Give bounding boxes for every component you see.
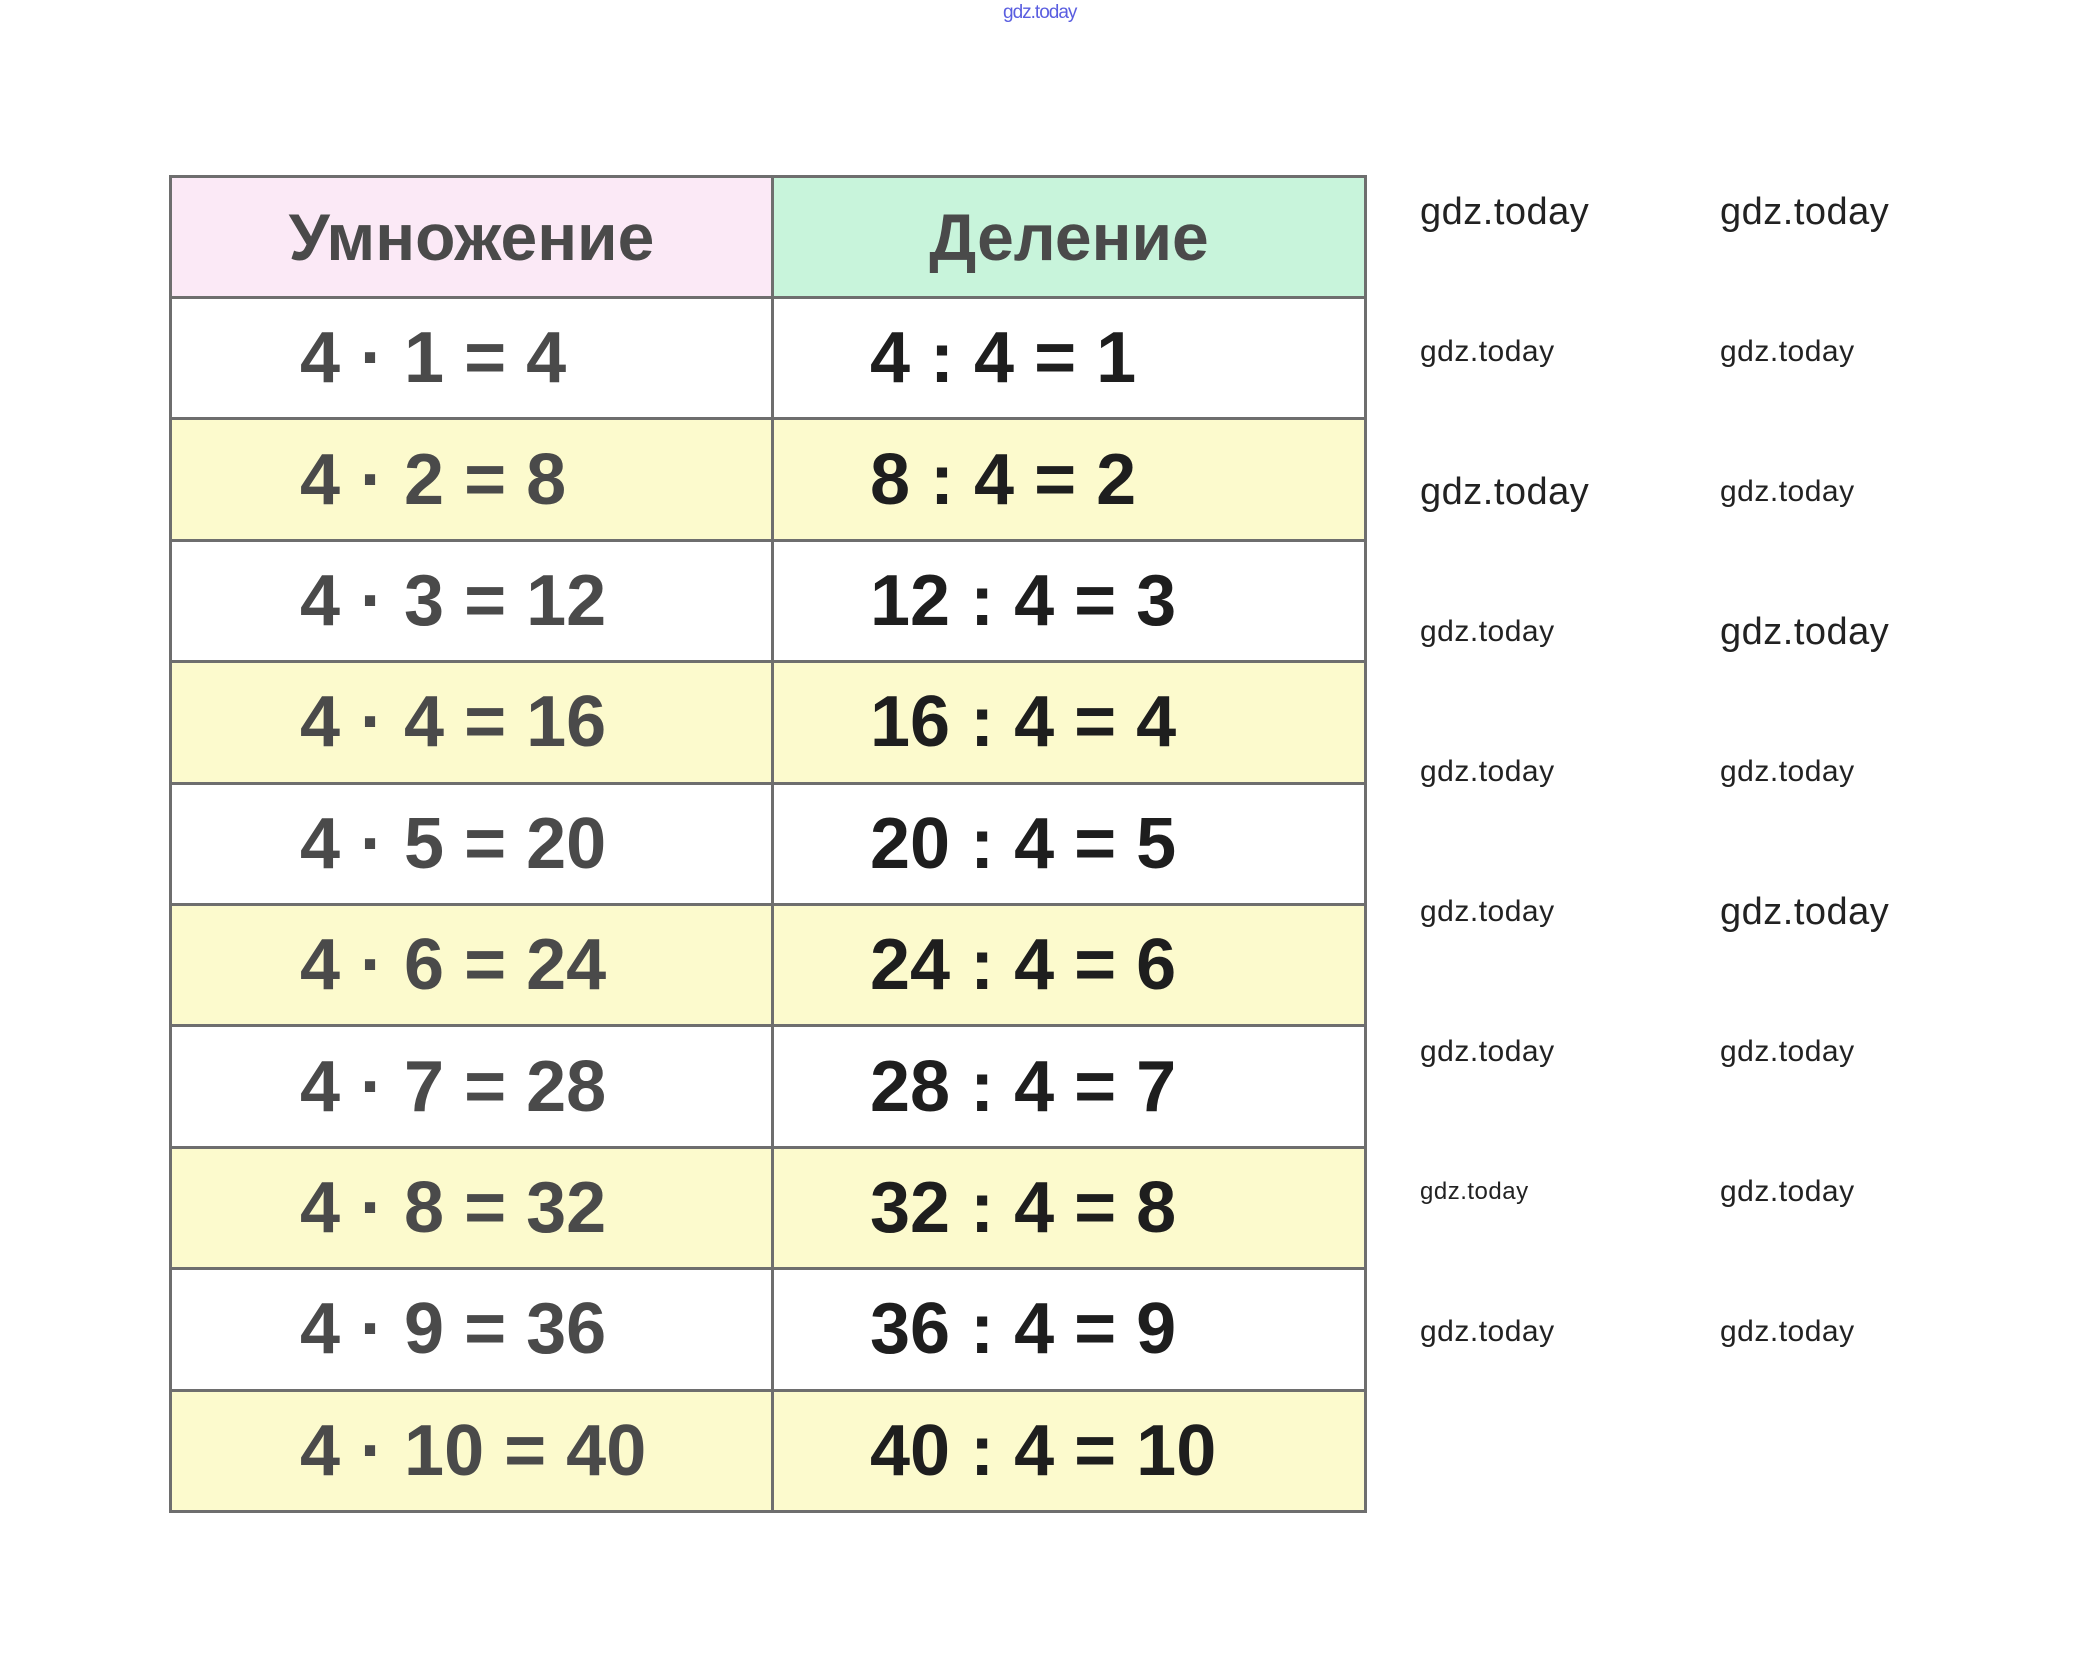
watermark: gdz.today [1420,895,1555,928]
table-row: 4 · 5 = 20 20 : 4 = 5 [169,781,1367,906]
division-cell: 32 : 4 = 8 [771,1145,1367,1271]
division-cell: 4 : 4 = 1 [771,295,1367,421]
header-division: Деление [771,175,1367,299]
watermark: gdz.today [1420,1178,1529,1205]
watermark: gdz.today [1420,191,1590,233]
table-row: 4 · 4 = 16 16 : 4 = 4 [169,660,1367,785]
division-cell: 28 : 4 = 7 [771,1024,1367,1149]
table-row: 4 · 3 = 12 12 : 4 = 3 [169,538,1367,664]
watermark-top: gdz.today [1003,2,1077,23]
watermark: gdz.today [1720,1315,1855,1348]
table-row: 4 · 6 = 24 24 : 4 = 6 [169,902,1367,1028]
multiplication-cell: 4 · 4 = 16 [169,660,774,785]
multiplication-cell: 4 · 5 = 20 [169,781,774,906]
watermark: gdz.today [1720,611,1890,653]
watermark: gdz.today [1720,191,1890,233]
watermark: gdz.today [1420,1315,1555,1348]
table-row: 4 · 9 = 36 36 : 4 = 9 [169,1267,1367,1392]
division-cell: 24 : 4 = 6 [771,902,1367,1028]
table-row: 4 · 10 = 40 40 : 4 = 10 [169,1388,1367,1514]
watermark: gdz.today [1420,471,1590,513]
division-cell: 12 : 4 = 3 [771,538,1367,664]
multiplication-cell: 4 · 9 = 36 [169,1267,774,1392]
watermark: gdz.today [1720,1175,1855,1208]
division-cell: 36 : 4 = 9 [771,1267,1367,1392]
division-cell: 40 : 4 = 10 [771,1388,1367,1514]
watermark: gdz.today [1720,891,1890,933]
multiplication-cell: 4 · 3 = 12 [169,538,774,664]
division-cell: 16 : 4 = 4 [771,660,1367,785]
multiplication-cell: 4 · 2 = 8 [169,417,774,542]
watermark: gdz.today [1720,1035,1855,1068]
division-cell: 20 : 4 = 5 [771,781,1367,906]
division-cell: 8 : 4 = 2 [771,417,1367,542]
watermark: gdz.today [1420,335,1555,368]
multiplication-cell: 4 · 8 = 32 [169,1145,774,1271]
header-multiplication: Умножение [169,175,774,299]
watermark: gdz.today [1420,1035,1555,1068]
multiplication-cell: 4 · 7 = 28 [169,1024,774,1149]
multiplication-cell: 4 · 6 = 24 [169,902,774,1028]
multiplication-cell: 4 · 1 = 4 [169,295,774,421]
multiplication-cell: 4 · 10 = 40 [169,1388,774,1514]
watermark: gdz.today [1420,755,1555,788]
watermark: gdz.today [1720,335,1855,368]
watermark: gdz.today [1420,615,1555,648]
table-row: 4 · 8 = 32 32 : 4 = 8 [169,1145,1367,1271]
table-row: 4 · 7 = 28 28 : 4 = 7 [169,1024,1367,1149]
watermark: gdz.today [1720,755,1855,788]
header-row: Умножение Деление [169,175,1367,299]
watermark: gdz.today [1720,475,1855,508]
